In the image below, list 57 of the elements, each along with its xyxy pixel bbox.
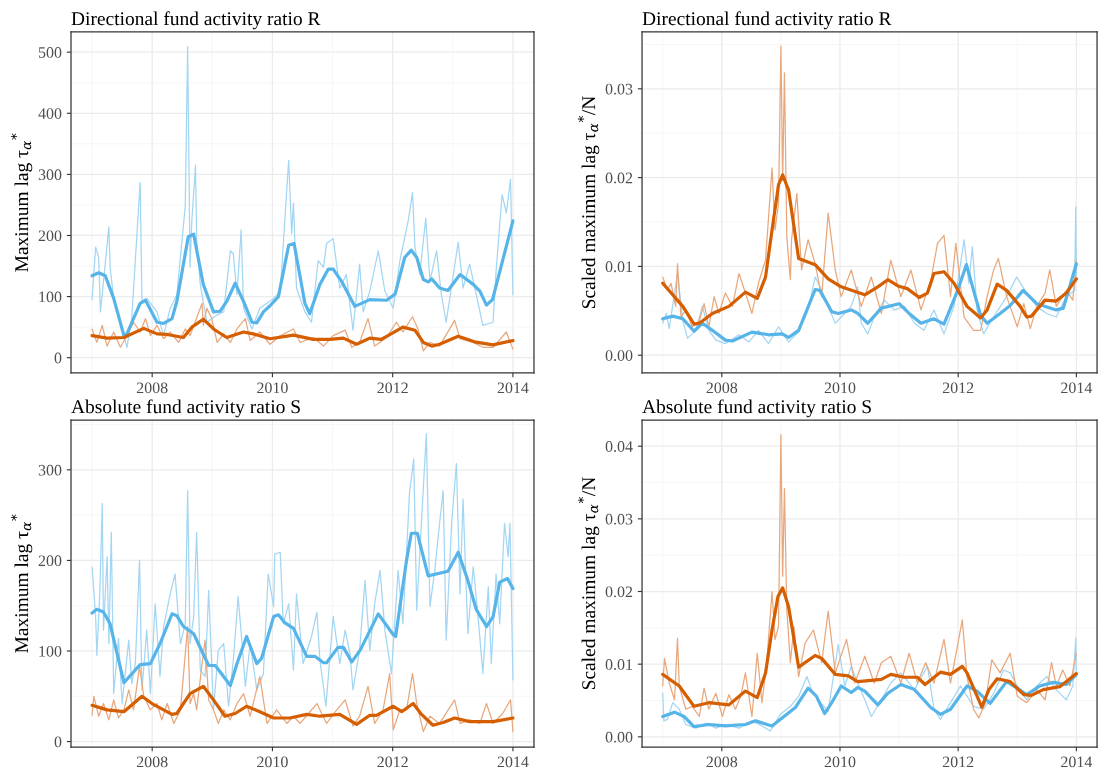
y-tick-label: 0.03 — [605, 83, 633, 95]
x-tick-label: 2008 — [136, 756, 168, 768]
y-axis-title: Maximum lag τ$_{α}$$^{*}$ — [10, 133, 33, 272]
x-tick-label: 2008 — [706, 756, 738, 768]
y-tick-label: 0.00 — [605, 350, 633, 361]
x-tick-label: 2010 — [824, 382, 856, 394]
line-series — [662, 637, 1077, 732]
chart-title: Absolute fund activity ratio S — [642, 399, 871, 418]
line-series — [90, 531, 515, 688]
y-tick-label: 0 — [54, 352, 62, 364]
y-tick-label: 0 — [54, 736, 62, 748]
x-tick-label: 2012 — [942, 382, 974, 394]
x-tick-label: 2008 — [706, 382, 738, 394]
y-tick-label: 100 — [39, 291, 62, 303]
x-tick-label: 2012 — [942, 756, 974, 768]
line-series — [90, 684, 515, 727]
y-tick-label: 200 — [38, 555, 62, 567]
y-tick-label: 0.03 — [605, 513, 633, 525]
line-series — [661, 173, 1078, 326]
y-tick-label: 0.01 — [605, 261, 633, 273]
line-series — [661, 586, 1078, 709]
x-tick-label: 2014 — [1061, 756, 1093, 768]
x-tick-label: 2010 — [257, 756, 288, 768]
line-series — [90, 317, 515, 348]
line-series — [91, 625, 514, 733]
chart-title: Directional fund activity ratio R — [71, 11, 321, 30]
line-series — [91, 302, 514, 352]
chart-title: Directional fund activity ratio R — [642, 11, 892, 30]
y-tick-label: 400 — [38, 108, 62, 119]
line-series — [91, 46, 514, 348]
line-series — [90, 219, 515, 338]
line-series — [662, 45, 1077, 331]
y-tick-label: 0.02 — [605, 172, 633, 184]
y-axis-title: Scaled maximum lag τ$_{α}$$^{*}$/N — [577, 96, 600, 309]
chart-title: Absolute fund activity ratio S — [71, 399, 300, 418]
y-tick-label: 0.01 — [605, 659, 633, 670]
line-series — [661, 262, 1078, 343]
y-tick-label: 0.02 — [605, 586, 633, 598]
x-tick-label: 2010 — [257, 382, 288, 394]
y-tick-label: 500 — [38, 47, 62, 58]
line-series — [662, 433, 1077, 719]
y-axis-title: Maximum lag τ$_{α}$$^{*}$ — [10, 514, 33, 653]
x-tick-label: 2012 — [377, 756, 408, 768]
y-tick-label: 200 — [38, 230, 62, 242]
line-series — [91, 432, 514, 711]
x-tick-label: 2012 — [377, 382, 408, 394]
y-axis-title: Scaled maximum lag τ$_{α}$$^{*}$/N — [577, 477, 600, 690]
y-tick-label: 0.00 — [605, 731, 633, 743]
x-tick-label: 2014 — [497, 756, 529, 768]
y-tick-label: 100 — [39, 645, 62, 657]
y-tick-label: 300 — [38, 169, 62, 181]
x-tick-label: 2008 — [136, 382, 168, 394]
x-tick-label: 2010 — [824, 756, 856, 768]
y-tick-label: 300 — [38, 464, 62, 476]
x-tick-label: 2014 — [497, 382, 529, 394]
x-tick-label: 2014 — [1061, 382, 1093, 394]
y-tick-label: 0.04 — [605, 441, 633, 452]
